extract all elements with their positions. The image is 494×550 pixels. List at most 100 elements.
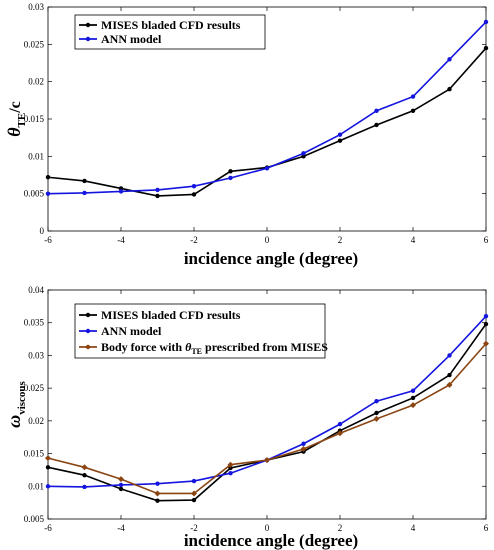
series-point-2 bbox=[373, 415, 380, 422]
legend-label-0: MISES bladed CFD results bbox=[101, 18, 241, 32]
legend-marker-0 bbox=[85, 312, 91, 318]
x-tick-label: -4 bbox=[117, 235, 125, 245]
series-point-0 bbox=[45, 465, 51, 470]
series-point-2 bbox=[410, 402, 416, 409]
x-tick-label: 4 bbox=[411, 235, 416, 245]
series-point-1 bbox=[374, 108, 379, 113]
series-point-2 bbox=[45, 455, 51, 462]
legend-label-1: ANN model bbox=[101, 324, 162, 338]
y-tick-label: 0.03 bbox=[28, 2, 44, 12]
legend-marker-1 bbox=[85, 36, 91, 42]
series-point-1 bbox=[483, 19, 489, 25]
x-axis-label: incidence angle (degree) bbox=[184, 249, 358, 268]
legend-label-part: ANN model bbox=[101, 32, 162, 46]
series-point-2 bbox=[81, 464, 88, 471]
x-tick-label: -4 bbox=[117, 523, 125, 533]
y-tick-label: 0.025 bbox=[24, 39, 45, 49]
y-tick-label: 0.02 bbox=[28, 77, 44, 87]
series-point-1 bbox=[410, 94, 416, 99]
series-point-0 bbox=[45, 175, 51, 180]
y-tick-label: 0.03 bbox=[28, 350, 44, 360]
y-tick-label: 0.01 bbox=[28, 481, 44, 491]
y-tick-label: 0.005 bbox=[24, 189, 45, 199]
y-axis-label-subscript: TE bbox=[16, 113, 28, 128]
series-point-1 bbox=[82, 484, 87, 490]
series-point-0 bbox=[374, 410, 379, 416]
series-point-0 bbox=[191, 192, 197, 197]
series-point-1 bbox=[118, 189, 124, 194]
y-axis-label: ωviscous bbox=[4, 380, 28, 427]
series-point-0 bbox=[82, 472, 87, 478]
series-point-1 bbox=[82, 190, 87, 196]
legend-label-part: MISES bladed CFD results bbox=[101, 18, 241, 32]
x-tick-label: -6 bbox=[44, 235, 52, 245]
series-point-1 bbox=[374, 399, 379, 404]
x-tick-label: 2 bbox=[338, 235, 343, 245]
series-point-1 bbox=[483, 313, 489, 319]
legend-label-part: MISES bladed CFD results bbox=[101, 308, 241, 322]
series-point-1 bbox=[337, 421, 343, 427]
y-tick-label: 0.015 bbox=[24, 449, 45, 459]
series-point-0 bbox=[410, 395, 416, 401]
x-tick-label: 2 bbox=[338, 523, 343, 533]
series-point-1 bbox=[155, 481, 160, 486]
x-axis-label: incidence angle (degree) bbox=[184, 531, 358, 550]
series-point-2 bbox=[264, 457, 270, 464]
series-point-1 bbox=[301, 441, 306, 446]
y-axis-label-subscript: viscous bbox=[16, 380, 28, 414]
y-tick-label: 0.01 bbox=[28, 151, 44, 161]
series-point-1 bbox=[228, 471, 233, 476]
series-point-1 bbox=[447, 353, 452, 358]
legend-box bbox=[74, 14, 266, 50]
series-point-0 bbox=[447, 372, 452, 378]
series-point-1 bbox=[191, 478, 197, 484]
x-tick-label: 6 bbox=[484, 235, 489, 245]
legend-marker-1 bbox=[85, 328, 91, 334]
chart-theta-te: -6 -4 -2 0 2 4 6 0 0.005 0.01 0.015 0.02 0.025 0.03 in… bbox=[4, 2, 489, 268]
series-point-1 bbox=[45, 191, 51, 196]
legend-label-part: prescribed from MISES bbox=[202, 340, 328, 354]
legend-label-0: MISES bladed CFD results bbox=[101, 308, 241, 322]
series-point-0 bbox=[410, 108, 416, 113]
series-point-2 bbox=[191, 490, 197, 497]
x-tick-label: -6 bbox=[44, 523, 52, 533]
x-tick-label: 6 bbox=[484, 523, 489, 533]
series-point-0 bbox=[155, 193, 160, 199]
legend-box bbox=[74, 303, 326, 359]
y-tick-label: 0.02 bbox=[28, 416, 44, 426]
series-point-0 bbox=[374, 122, 379, 128]
series-point-0 bbox=[447, 86, 452, 92]
series-point-0 bbox=[228, 465, 233, 471]
series-point-1 bbox=[301, 151, 306, 156]
series-point-0 bbox=[191, 497, 197, 503]
series-point-1 bbox=[155, 187, 160, 193]
y-tick-label: 0.015 bbox=[24, 114, 45, 124]
series-point-1 bbox=[410, 388, 416, 393]
series-point-0 bbox=[155, 498, 160, 503]
y-tick-label: 0 bbox=[40, 226, 45, 236]
y-axis-label-symbol: ω bbox=[4, 415, 24, 428]
y-tick-label: 0.025 bbox=[24, 383, 45, 393]
series-point-2 bbox=[446, 381, 453, 388]
series-point-2 bbox=[154, 490, 161, 497]
x-tick-label: 4 bbox=[411, 523, 416, 533]
legend-label-2: Body force with θTE prescribed from MISE… bbox=[101, 340, 328, 356]
series-point-0 bbox=[118, 486, 124, 492]
series-point-1 bbox=[337, 132, 343, 137]
x-tick-label: 0 bbox=[265, 235, 270, 245]
series-point-0 bbox=[483, 321, 489, 327]
x-tick-label: -2 bbox=[190, 235, 198, 245]
series-point-1 bbox=[118, 482, 124, 488]
y-tick-label: 0.035 bbox=[24, 318, 45, 328]
series-point-0 bbox=[483, 45, 489, 51]
legend-marker-2 bbox=[85, 344, 91, 350]
series-point-2 bbox=[483, 340, 489, 347]
legend-label-part: TE bbox=[191, 347, 202, 356]
legend-label-1: ANN model bbox=[101, 32, 162, 46]
y-tick-label: 0.04 bbox=[28, 285, 44, 295]
legend-label-part: ANN model bbox=[101, 324, 162, 338]
series-point-1 bbox=[447, 57, 452, 62]
x-tick-label: -2 bbox=[190, 523, 198, 533]
series-point-1 bbox=[228, 175, 233, 181]
